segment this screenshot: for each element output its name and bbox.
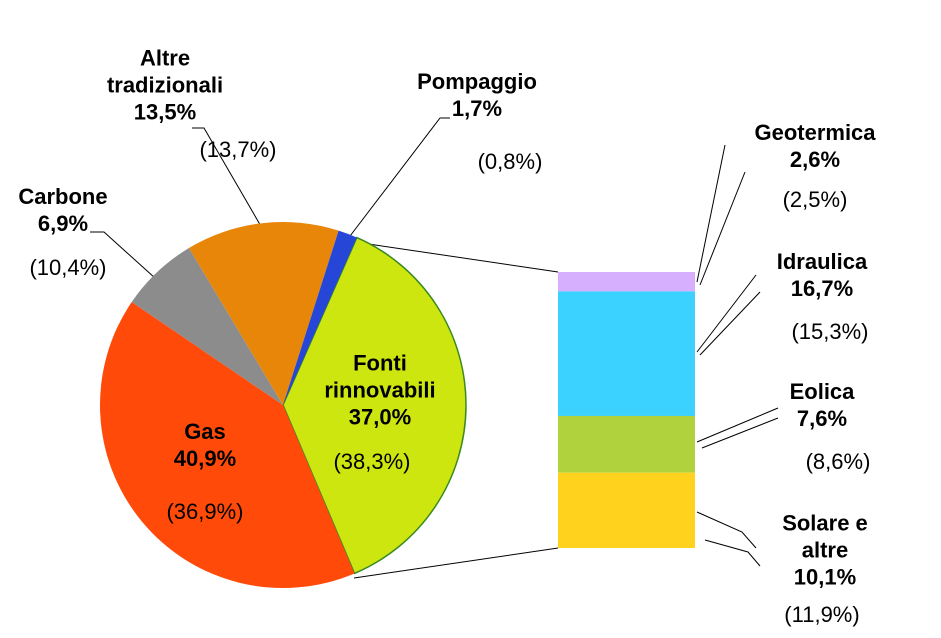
category-label: Fonti rinnovabili xyxy=(324,350,436,403)
previous-label: (8,6%) xyxy=(805,449,871,474)
leader xyxy=(699,291,761,356)
connector xyxy=(354,241,559,273)
segment-label: Geotermica 2,6% xyxy=(754,119,875,173)
category-label: Solare e altre xyxy=(782,510,868,563)
value-label: 6,9% xyxy=(37,211,89,236)
leader xyxy=(696,144,726,283)
segment-label: Solare e altre 10,1% xyxy=(765,510,885,591)
category-label: Idraulica xyxy=(776,249,868,274)
category-label: Altre tradizionali xyxy=(106,45,224,98)
category-label: Carbone xyxy=(18,184,108,209)
leader xyxy=(696,511,757,549)
value-label: 37,0% xyxy=(348,404,412,430)
value-label: 7,6% xyxy=(796,406,848,431)
previous-label: (10,4%) xyxy=(29,255,107,280)
leader xyxy=(696,274,757,353)
bar-segment xyxy=(558,291,695,416)
category-label: Gas xyxy=(184,419,226,444)
category-label: Geotermica xyxy=(754,120,876,145)
pie-slice xyxy=(282,236,467,575)
slice-label: Gas 40,9% xyxy=(174,418,236,472)
previous-label: (38,3%) xyxy=(333,449,411,474)
previous-label: (36,9%) xyxy=(166,499,244,524)
pie-slice xyxy=(283,230,357,405)
previous-label: (2,5%) xyxy=(782,187,848,212)
value-label: 13,5% xyxy=(133,99,197,125)
leader xyxy=(346,117,450,241)
value-label: 1,7% xyxy=(451,96,503,121)
previous-label: (11,9%) xyxy=(784,602,860,627)
category-label: Eolica xyxy=(789,379,855,404)
value-label: 10,1% xyxy=(793,564,857,590)
leader xyxy=(704,539,761,567)
leader-lines xyxy=(90,117,779,579)
value-label: 40,9% xyxy=(173,446,237,471)
value-label: 2,6% xyxy=(789,147,841,172)
value-label: 16,7% xyxy=(790,276,854,301)
segment-label: Eolica 7,6% xyxy=(790,378,855,432)
leader xyxy=(701,417,779,449)
leader xyxy=(90,231,156,279)
previous-label: (13,7%) xyxy=(199,137,277,162)
bar-segment xyxy=(558,272,695,292)
slice-label: Fonti rinnovabili 37,0% xyxy=(305,350,455,431)
category-label: Pompaggio xyxy=(417,69,537,94)
slice-label: Altre tradizionali 13,5% xyxy=(90,45,240,126)
previous-label: (15,3%) xyxy=(791,319,869,344)
leader xyxy=(192,127,263,229)
leader xyxy=(696,407,779,443)
segment-label: Idraulica 16,7% xyxy=(777,248,867,302)
connector xyxy=(353,547,559,579)
leader xyxy=(699,171,746,286)
pie-slice xyxy=(131,248,283,405)
bar-segment xyxy=(558,472,695,548)
pie-slice xyxy=(188,222,339,405)
bar-segment xyxy=(558,415,695,473)
pie-slice xyxy=(100,302,355,588)
previous-label: (0,8%) xyxy=(477,149,543,174)
slice-label: Carbone 6,9% xyxy=(18,183,107,237)
slice-label: Pompaggio 1,7% xyxy=(417,68,537,122)
